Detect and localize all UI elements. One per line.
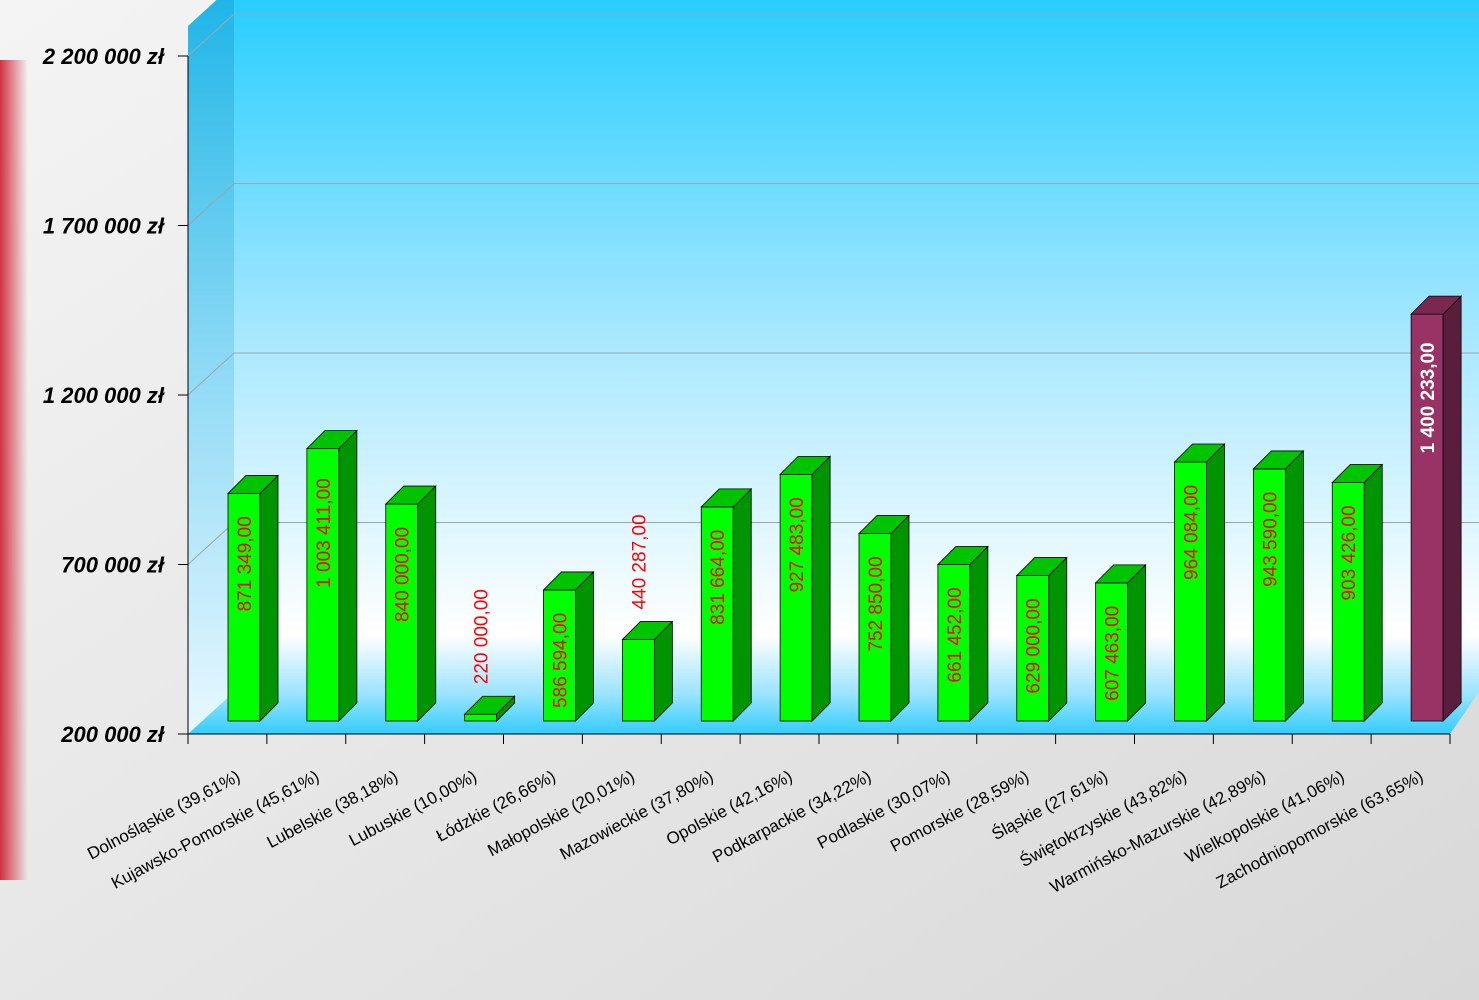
bar-side: [812, 456, 830, 721]
data-label: 607 463,00: [1103, 606, 1124, 701]
data-label: 1 003 411,00: [314, 478, 335, 588]
bar-front: [622, 640, 654, 721]
data-label: 629 000,00: [1024, 598, 1045, 693]
bar-side: [970, 547, 988, 721]
bar-side: [1049, 558, 1067, 721]
bar-side: [1128, 565, 1146, 721]
data-label: 586 594,00: [551, 613, 572, 708]
flag-strip: [0, 60, 28, 880]
bar: [622, 622, 672, 721]
bar-side: [260, 475, 278, 721]
bar-side: [733, 489, 751, 721]
data-label: 752 850,00: [866, 556, 887, 651]
bar-side: [891, 516, 909, 721]
y-tick-label: 1 200 000 zł: [43, 383, 165, 408]
data-label: 831 664,00: [708, 530, 729, 625]
data-label: 440 287,00: [629, 514, 650, 609]
data-label: 1 400 233,00: [1418, 342, 1439, 453]
y-tick-label: 1 700 000 zł: [43, 214, 165, 239]
data-label: 964 084,00: [1182, 485, 1203, 580]
data-label: 840 000,00: [393, 527, 414, 622]
data-label: 927 483,00: [787, 497, 808, 592]
bar-side: [1285, 451, 1303, 721]
bar-side: [1443, 296, 1461, 721]
bar-front: [465, 714, 497, 721]
y-tick-label: 2 200 000 zł: [42, 44, 165, 69]
bar-side: [1364, 465, 1382, 721]
bar-side: [1207, 444, 1225, 721]
data-label: 661 452,00: [945, 587, 966, 682]
bar-side: [418, 486, 436, 721]
y-tick-label: 700 000 zł: [61, 553, 165, 578]
data-label: 943 590,00: [1260, 492, 1281, 587]
bar-side: [339, 431, 357, 721]
y-tick-label: 200 000 zł: [60, 722, 165, 747]
side-wall: [188, 0, 234, 734]
data-label: 220 000,00: [472, 589, 493, 684]
bar-side: [576, 572, 594, 721]
data-label: 903 426,00: [1339, 505, 1360, 600]
data-label: 871 349,00: [235, 516, 256, 611]
